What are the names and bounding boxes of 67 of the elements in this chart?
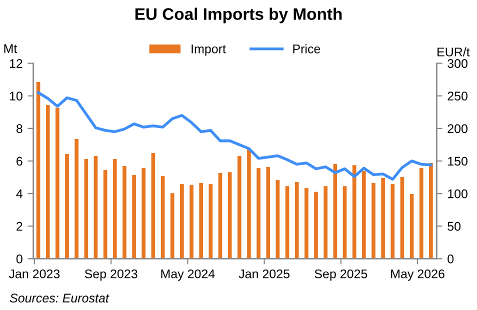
- y-tick-label: 8: [16, 124, 22, 134]
- y-tick-label: 10: [10, 92, 22, 101]
- y2-tick-label: 300: [448, 59, 468, 68]
- y2-tick-label: 250: [448, 92, 468, 101]
- y2-tick-label: 200: [448, 124, 468, 134]
- bar: [228, 172, 232, 259]
- y-tick-label: 6: [16, 156, 22, 166]
- bar: [94, 156, 98, 259]
- x-tick-label: Jan 2025: [238, 269, 290, 278]
- y2-tick-label: 0: [448, 254, 454, 264]
- bar: [160, 176, 165, 259]
- y2-tick-label: 50: [448, 222, 461, 231]
- y-tick-label: 0: [16, 254, 22, 264]
- y-tick-label: 2: [16, 222, 22, 231]
- bar: [74, 139, 78, 259]
- y2-tick-label: 150: [448, 156, 468, 166]
- bar: [256, 168, 260, 259]
- x-tick-label: Sep 2023: [84, 269, 138, 281]
- bar: [372, 182, 376, 259]
- bar: [247, 148, 251, 259]
- bar: [180, 184, 184, 259]
- bar: [208, 184, 213, 259]
- y-tick-label: 4: [16, 189, 23, 198]
- bar: [132, 175, 136, 259]
- bar: [199, 182, 204, 259]
- bar: [381, 178, 385, 259]
- bar: [276, 180, 280, 259]
- bar: [314, 192, 318, 259]
- bar: [294, 182, 299, 259]
- bar: [400, 176, 404, 259]
- bar: [103, 170, 108, 259]
- x-tick-label: Sep 2025: [314, 269, 368, 281]
- x-tick-label: May 2026: [391, 269, 444, 281]
- bar: [190, 184, 194, 259]
- y-axis-title: Mt: [4, 44, 18, 53]
- bar: [218, 173, 222, 259]
- bar: [84, 159, 88, 259]
- bar: [304, 188, 308, 259]
- x-tick-label: May 2024: [161, 269, 215, 281]
- bar: [36, 82, 40, 259]
- bar: [56, 108, 60, 259]
- x-tick-label: Jan 2023: [8, 269, 60, 278]
- bar: [122, 166, 126, 259]
- bar: [324, 186, 328, 259]
- bar: [419, 168, 424, 259]
- bar: [390, 184, 395, 259]
- bar: [410, 194, 414, 259]
- bar: [342, 186, 347, 259]
- line-series: [36, 91, 432, 181]
- bar: [46, 104, 50, 259]
- chart-title: EU Coal Imports by Month: [135, 8, 342, 24]
- source-note: Sources: Eurostat: [10, 294, 110, 303]
- bar: [65, 154, 69, 259]
- bar: [285, 186, 290, 259]
- bar: [170, 193, 174, 259]
- y2-tick-label: 100: [448, 189, 468, 198]
- bar: [237, 156, 242, 259]
- bar: [151, 153, 156, 259]
- bar: [112, 159, 117, 259]
- bar: [142, 168, 146, 259]
- bar: [362, 170, 366, 259]
- legend-label: Price: [293, 44, 320, 54]
- y-tick-label: 12: [10, 59, 22, 68]
- legend-label: Import: [192, 44, 226, 56]
- bar: [429, 162, 433, 259]
- y2-axis-title: EUR/t: [438, 47, 470, 56]
- bar: [266, 167, 270, 259]
